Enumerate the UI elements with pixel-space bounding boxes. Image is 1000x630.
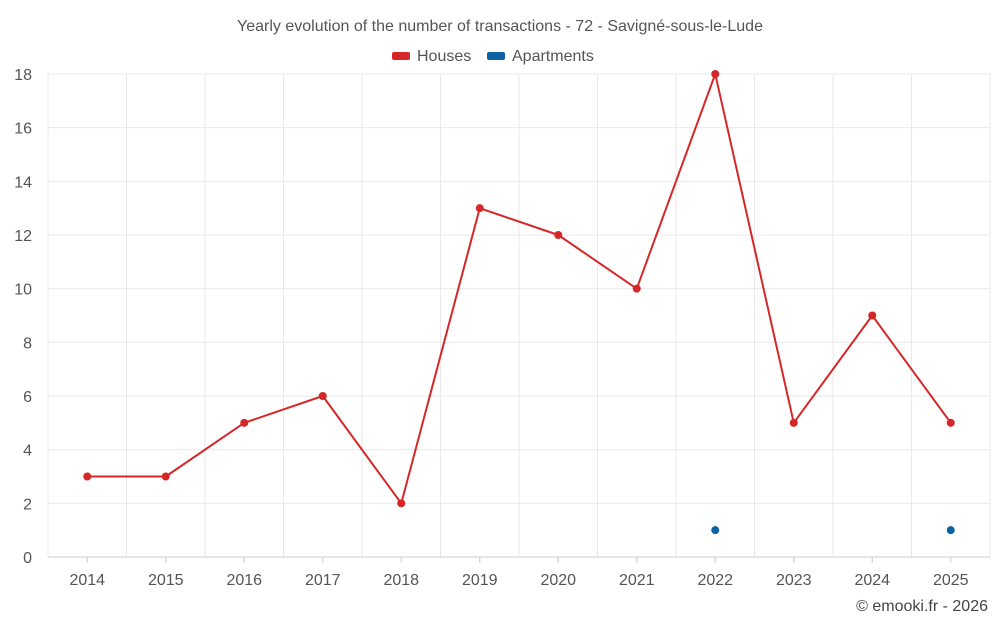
y-tick-label: 0 xyxy=(23,550,32,567)
x-axis: 2014 2015 2016 2017 2018 2019 2020 2021 2022 2023… xyxy=(48,556,990,589)
y-tick-label: 4 xyxy=(23,443,32,460)
chart-title: Yearly evolution of the number of transa… xyxy=(237,18,763,35)
data-point-apartments[interactable] xyxy=(711,526,720,535)
series-layer xyxy=(83,70,955,535)
data-point-houses[interactable] xyxy=(632,284,641,293)
data-point-houses[interactable] xyxy=(946,418,955,427)
legend-item-apartments[interactable]: Apartments xyxy=(487,48,594,65)
x-tick-label: 2021 xyxy=(619,572,655,589)
x-tick-label: 2015 xyxy=(148,572,184,589)
y-axis: 0 2 4 6 8 10 12 14 16 18 xyxy=(14,67,32,567)
series-line-houses xyxy=(86,73,952,505)
y-tick-label: 14 xyxy=(14,174,32,191)
x-tick-label: 2016 xyxy=(226,572,262,589)
chart-legend: Houses Apartments xyxy=(392,48,594,65)
y-tick-label: 16 xyxy=(14,121,32,138)
x-tick-label: 2023 xyxy=(776,572,812,589)
credit-text: © emooki.fr - 2026 xyxy=(856,598,988,615)
y-tick-label: 12 xyxy=(14,228,32,245)
gridlines xyxy=(47,73,991,557)
legend-label-apartments: Apartments xyxy=(512,48,594,65)
x-tick-label: 2024 xyxy=(854,572,890,589)
data-point-apartments[interactable] xyxy=(946,526,955,535)
data-point-houses[interactable] xyxy=(397,499,406,508)
data-point-houses[interactable] xyxy=(83,472,92,481)
y-tick-label: 18 xyxy=(14,67,32,84)
x-tick-label: 2020 xyxy=(540,572,576,589)
y-tick-label: 10 xyxy=(14,282,32,299)
data-point-houses[interactable] xyxy=(161,472,170,481)
x-tick-label: 2022 xyxy=(697,572,733,589)
data-point-houses[interactable] xyxy=(240,418,249,427)
y-tick-label: 8 xyxy=(23,335,32,352)
legend-swatch-houses xyxy=(392,52,410,60)
series-apartments xyxy=(711,526,955,535)
y-tick-label: 2 xyxy=(23,496,32,513)
x-tick-label: 2018 xyxy=(383,572,419,589)
data-point-houses[interactable] xyxy=(475,204,484,213)
series-houses xyxy=(83,70,955,508)
data-point-houses[interactable] xyxy=(711,70,720,78)
data-point-houses[interactable] xyxy=(789,418,798,427)
y-tick-label: 6 xyxy=(23,389,32,406)
legend-label-houses: Houses xyxy=(417,48,471,65)
legend-swatch-apartments xyxy=(487,52,505,60)
legend-item-houses[interactable]: Houses xyxy=(392,48,471,65)
data-point-houses[interactable] xyxy=(868,311,877,320)
data-point-houses[interactable] xyxy=(554,231,563,239)
x-tick-label: 2014 xyxy=(69,572,105,589)
x-tick-label: 2019 xyxy=(462,572,498,589)
x-tick-label: 2017 xyxy=(305,572,341,589)
data-point-houses[interactable] xyxy=(318,392,327,400)
x-tick-label: 2025 xyxy=(933,572,969,589)
